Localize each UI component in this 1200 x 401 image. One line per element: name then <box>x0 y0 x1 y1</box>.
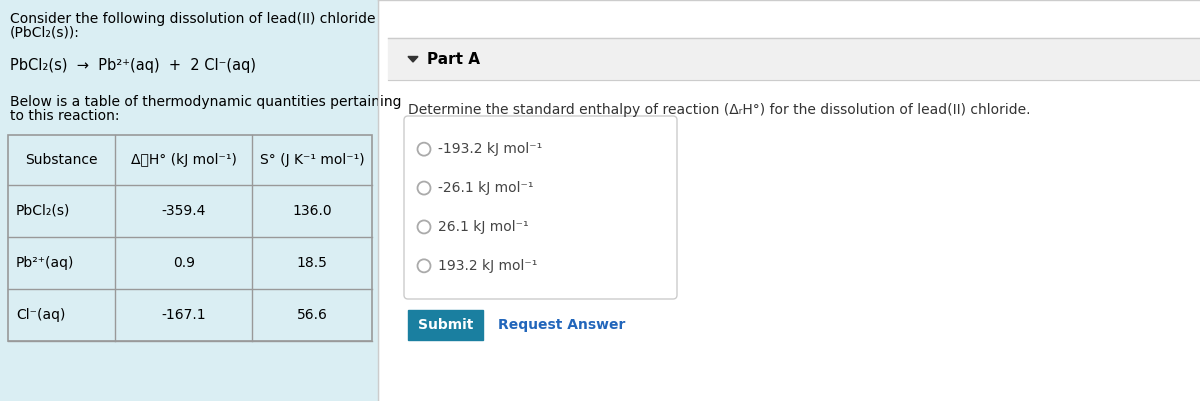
Text: PbCl₂(s): PbCl₂(s) <box>16 204 71 218</box>
Bar <box>0 0 378 401</box>
Text: 0.9: 0.9 <box>173 256 194 270</box>
Bar <box>388 38 1200 80</box>
Bar <box>8 135 372 341</box>
Text: Substance: Substance <box>25 153 98 167</box>
Text: -26.1 kJ mol⁻¹: -26.1 kJ mol⁻¹ <box>438 181 534 195</box>
Text: S° (J K⁻¹ mol⁻¹): S° (J K⁻¹ mol⁻¹) <box>259 153 365 167</box>
Text: 56.6: 56.6 <box>296 308 328 322</box>
Text: Pb²⁺(aq): Pb²⁺(aq) <box>16 256 74 270</box>
Text: Part A: Part A <box>427 51 480 67</box>
Text: 193.2 kJ mol⁻¹: 193.2 kJ mol⁻¹ <box>438 259 538 273</box>
Text: -359.4: -359.4 <box>162 204 206 218</box>
Text: PbCl₂(s)  →  Pb²⁺(aq)  +  2 Cl⁻(aq): PbCl₂(s) → Pb²⁺(aq) + 2 Cl⁻(aq) <box>10 58 256 73</box>
FancyBboxPatch shape <box>404 116 677 299</box>
Text: 18.5: 18.5 <box>296 256 328 270</box>
Text: Δ⁦H° (kJ mol⁻¹): Δ⁦H° (kJ mol⁻¹) <box>131 153 236 167</box>
Polygon shape <box>408 57 418 62</box>
Text: to this reaction:: to this reaction: <box>10 109 120 123</box>
Text: Cl⁻(aq): Cl⁻(aq) <box>16 308 65 322</box>
Text: -193.2 kJ mol⁻¹: -193.2 kJ mol⁻¹ <box>438 142 542 156</box>
Text: Submit: Submit <box>418 318 473 332</box>
Bar <box>408 310 482 340</box>
Text: Consider the following dissolution of lead(II) chloride: Consider the following dissolution of le… <box>10 12 376 26</box>
Text: -167.1: -167.1 <box>161 308 206 322</box>
Text: Determine the standard enthalpy of reaction (ΔᵣH°) for the dissolution of lead(I: Determine the standard enthalpy of react… <box>408 103 1031 117</box>
Text: (PbCl₂(s)):: (PbCl₂(s)): <box>10 26 80 40</box>
Text: Below is a table of thermodynamic quantities pertaining: Below is a table of thermodynamic quanti… <box>10 95 402 109</box>
Text: 136.0: 136.0 <box>292 204 331 218</box>
Text: Request Answer: Request Answer <box>498 318 625 332</box>
Text: 26.1 kJ mol⁻¹: 26.1 kJ mol⁻¹ <box>438 220 529 234</box>
